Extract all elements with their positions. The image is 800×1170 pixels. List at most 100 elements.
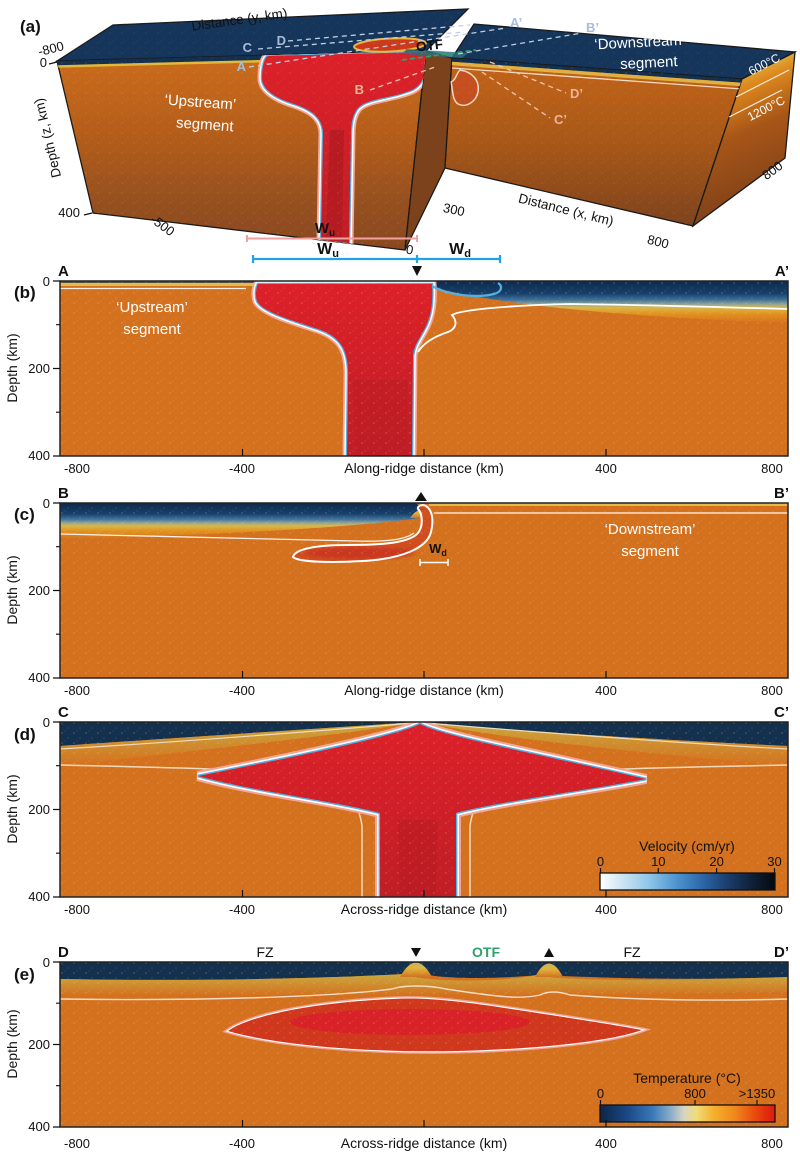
top-face-details	[60, 12, 790, 76]
svg-text:-800: -800	[64, 1136, 90, 1151]
ridge-marker-up	[544, 948, 554, 957]
tick-x-300: 300	[442, 200, 466, 219]
panel-d-section: Velocity (cm/yr) 0 10 20 30 (d) C C’ 0 2…	[4, 704, 789, 917]
label-C: C	[243, 40, 253, 55]
width-annotations: Wu Wu Wd	[246, 220, 502, 276]
label-B: B	[355, 82, 364, 97]
svg-text:0: 0	[43, 715, 50, 730]
svg-text:200: 200	[28, 802, 50, 817]
otf-line	[401, 49, 477, 61]
svg-text:-400: -400	[229, 683, 255, 698]
fz-left-label: FZ	[256, 944, 274, 960]
svg-text:200: 200	[28, 1037, 50, 1052]
panel-c-segment-line1: ‘Downstream’	[605, 521, 696, 538]
panel-e-xlabel: Across-ridge distance (km)	[341, 1135, 508, 1151]
svg-text:‘Upstream’: ‘Upstream’	[164, 92, 237, 114]
panel-e-plot	[60, 962, 788, 1127]
panel-b-section: ‘Upstream’ segment (b) A A’ 0 200 400 De…	[4, 263, 789, 476]
svg-text:20: 20	[709, 854, 723, 869]
panel-c-xlabel: Along-ridge distance (km)	[344, 682, 504, 698]
temperature-colorbar-bar	[599, 1104, 776, 1123]
panel-d-end: C’	[774, 704, 789, 721]
panel-c-yticks	[53, 502, 60, 679]
svg-text:0: 0	[597, 854, 604, 869]
tick-z-400: 400	[58, 205, 80, 220]
panel-d-plot	[60, 722, 788, 897]
panel-d-ylabel: Depth (km)	[4, 774, 20, 843]
svg-text:30: 30	[767, 854, 781, 869]
tick-z-0: 0	[40, 55, 47, 70]
fz-right-label: FZ	[623, 944, 641, 960]
temperature-colorbar-title: Temperature (°C)	[633, 1070, 741, 1086]
svg-text:800: 800	[761, 1136, 783, 1151]
section-line-C-prime	[481, 71, 551, 119]
panel-d-start: C	[58, 704, 69, 721]
panel-b-xlabel: Along-ridge distance (km)	[344, 460, 504, 476]
upstream-segment-label: ‘Upstream’ segment	[164, 92, 237, 136]
panel-b-xticks	[241, 449, 607, 456]
svg-text:400: 400	[28, 889, 50, 904]
velocity-colorbar-title: Velocity (cm/yr)	[639, 838, 735, 854]
label-D-prime: D’	[570, 86, 583, 101]
section-lines	[248, 24, 583, 119]
panel-d-xticks	[241, 890, 607, 897]
panel-a-3d-view: (a) Distance (y, km) -800 0 400 Depth (z…	[20, 5, 798, 258]
panel-b-yticks	[53, 280, 60, 457]
svg-text:>1350: >1350	[739, 1086, 776, 1101]
svg-text:400: 400	[595, 683, 617, 698]
wu-pink-bracket	[246, 235, 418, 242]
panel-c-wd-label: Wd	[429, 541, 447, 558]
label-A: A	[237, 59, 247, 74]
panel-b-ylabel: Depth (km)	[4, 333, 20, 402]
panel-d-yticks	[53, 721, 60, 898]
svg-text:0: 0	[43, 274, 50, 289]
panel-d-tag: (d)	[14, 725, 36, 744]
svg-text:800: 800	[684, 1086, 706, 1101]
panel-d-xlabel: Across-ridge distance (km)	[341, 901, 508, 917]
panel-c-ylabel: Depth (km)	[4, 555, 20, 624]
panel-b-segment-line1: ‘Upstream’	[116, 299, 188, 316]
panel-e-ylabel: Depth (km)	[4, 1009, 20, 1078]
svg-text:‘Downstream’: ‘Downstream’	[594, 32, 686, 54]
ridge-marker-b	[412, 266, 422, 276]
svg-text:400: 400	[28, 1119, 50, 1134]
svg-text:-400: -400	[229, 461, 255, 476]
svg-text:0: 0	[43, 496, 50, 511]
temperature-colorbar	[599, 1100, 776, 1123]
svg-text:800: 800	[761, 461, 783, 476]
svg-text:400: 400	[28, 670, 50, 685]
panel-e-xticks	[241, 1120, 607, 1127]
svg-text:0: 0	[597, 1086, 604, 1101]
tick-y-800: -800	[36, 38, 65, 59]
velocity-colorbar	[599, 868, 776, 891]
panel-c-segment-line2: segment	[621, 543, 679, 560]
section-line-B-top	[457, 32, 583, 55]
svg-text:segment: segment	[620, 53, 679, 73]
svg-text:-400: -400	[229, 902, 255, 917]
svg-text:400: 400	[595, 461, 617, 476]
svg-text:200: 200	[28, 361, 50, 376]
ridge-marker-c	[415, 492, 427, 501]
panel-c-plot	[60, 503, 788, 678]
section-line-A	[248, 27, 507, 68]
panel-c-section: Wd ‘Downstream’ segment (c) B B’ 0 200 4…	[4, 485, 789, 698]
velocity-colorbar-bar	[599, 872, 776, 891]
panel-b-tag: (b)	[14, 283, 36, 302]
panel-c-start: B	[58, 485, 69, 502]
svg-text:segment: segment	[175, 114, 234, 135]
svg-text:-400: -400	[229, 1136, 255, 1151]
panel-b-plot	[60, 281, 788, 456]
svg-text:-800: -800	[64, 461, 90, 476]
panel-c-end: B’	[774, 485, 789, 502]
svg-text:10: 10	[651, 854, 665, 869]
label-B-prime: B’	[586, 20, 599, 35]
panel-a-tag: (a)	[20, 17, 41, 36]
axis-z-label: Depth (z, km)	[31, 97, 64, 179]
panel-b-end: A’	[775, 263, 789, 280]
otf-label-e: OTF	[472, 944, 500, 960]
panel-e-yticks	[53, 961, 60, 1128]
panel-e-tag: (e)	[14, 965, 35, 984]
otf-label: OTF	[415, 36, 444, 54]
